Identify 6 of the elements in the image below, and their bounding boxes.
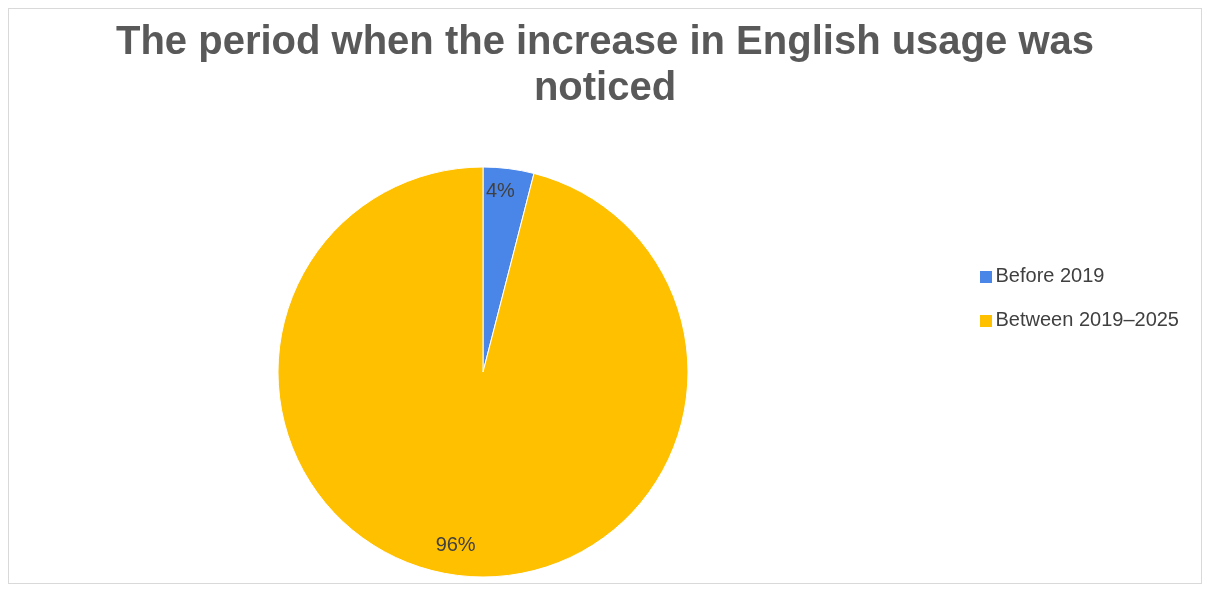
legend-label: Between 2019–2025 <box>995 308 1179 330</box>
legend-label: Before 2019 <box>995 264 1105 286</box>
data-label: 4% <box>485 179 516 202</box>
chart-title: The period when the increase in English usage was noticed <box>115 17 1095 109</box>
pie-slice <box>277 166 689 578</box>
data-label: 96% <box>435 532 476 555</box>
